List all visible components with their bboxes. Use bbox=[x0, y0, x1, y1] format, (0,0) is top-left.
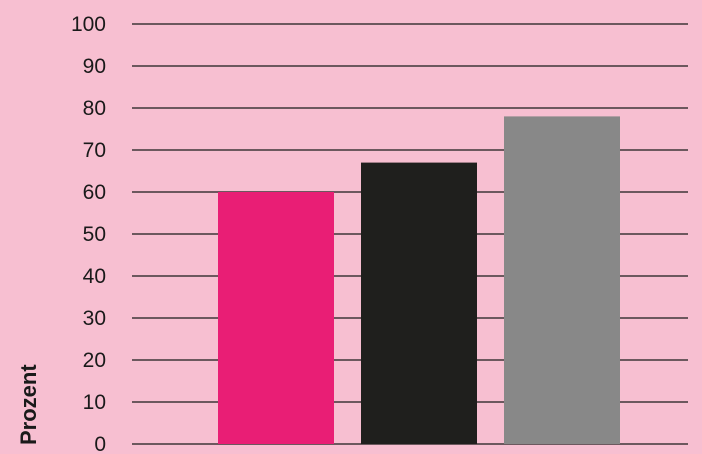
y-tick-label: 0 bbox=[94, 433, 106, 454]
bar-1 bbox=[218, 192, 334, 444]
bar-2 bbox=[361, 162, 477, 444]
y-tick-label: 90 bbox=[83, 55, 106, 78]
y-tick-label: 60 bbox=[83, 181, 106, 204]
y-tick-label: 80 bbox=[83, 97, 106, 120]
y-tick-label: 50 bbox=[83, 223, 106, 246]
y-tick-label: 10 bbox=[83, 391, 106, 414]
y-tick-label: 20 bbox=[83, 349, 106, 372]
y-axis-label: Prozent bbox=[16, 364, 41, 445]
y-tick-label: 100 bbox=[71, 13, 106, 36]
y-tick-label: 30 bbox=[83, 307, 106, 330]
y-tick-label: 40 bbox=[83, 265, 106, 288]
y-tick-label: 70 bbox=[83, 139, 106, 162]
bars bbox=[218, 116, 620, 445]
y-tick-labels: 0 10 20 30 40 50 60 70 80 90 100 bbox=[71, 13, 106, 454]
bar-3 bbox=[504, 116, 620, 445]
